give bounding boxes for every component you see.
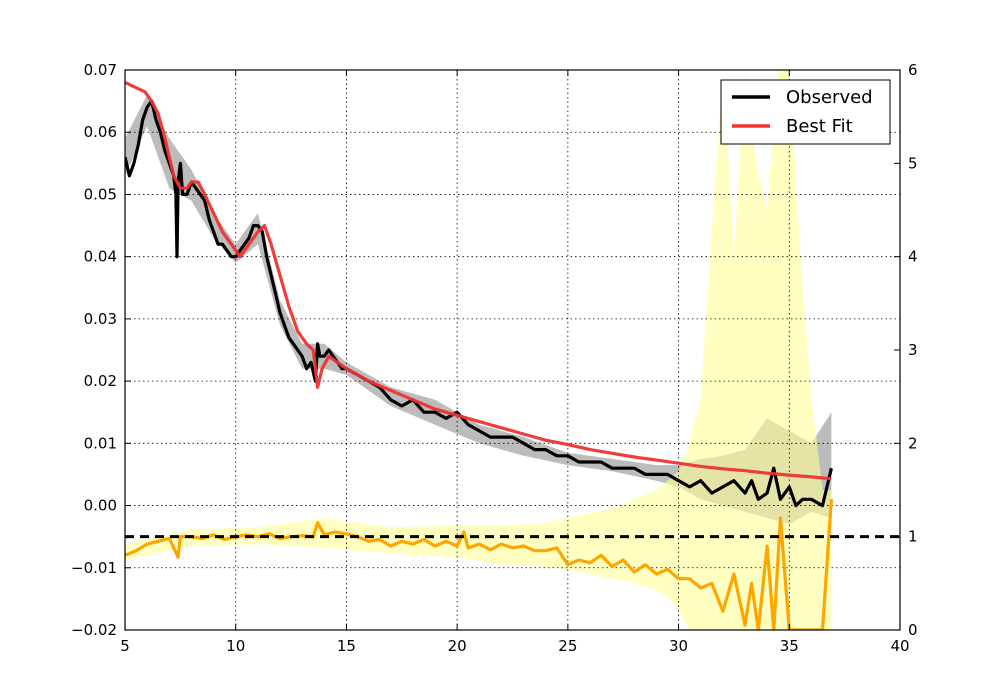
legend-box xyxy=(720,79,891,145)
x-tick-label: 30 xyxy=(669,637,688,655)
y-tick-label-right: 1 xyxy=(908,528,918,546)
observed-line xyxy=(125,99,833,508)
x-tick-label: 5 xyxy=(120,637,130,655)
x-tick-label: 35 xyxy=(780,637,799,655)
y-tick-label-left: 0.01 xyxy=(84,434,117,452)
x-tick-label: 20 xyxy=(448,637,467,655)
y-tick-label-right: 2 xyxy=(908,434,918,452)
y-tick-label-left: 0.03 xyxy=(84,310,117,328)
y-tick-label-left: 0.00 xyxy=(84,497,117,515)
x-tick-label: 10 xyxy=(226,637,245,655)
y-tick-label-left: −0.01 xyxy=(71,559,117,577)
legend-label-observed: Observed xyxy=(786,87,873,108)
x-tick-label: 40 xyxy=(890,637,909,655)
y-tick-label-left: 0.05 xyxy=(84,185,117,203)
y-tick-label-left: 0.07 xyxy=(84,61,117,79)
best-fit-line xyxy=(125,80,832,481)
y-tick-label-right: 3 xyxy=(908,341,918,359)
y-tick-label-right: 0 xyxy=(908,621,918,639)
legend-label-best-fit: Best Fit xyxy=(786,116,853,137)
x-tick-label: 15 xyxy=(337,637,356,655)
y-tick-label-right: 6 xyxy=(908,61,918,79)
y-tick-label-left: −0.02 xyxy=(71,621,117,639)
y-tick-label-left: 0.02 xyxy=(84,372,117,390)
y-tick-label-right: 4 xyxy=(908,248,918,266)
ratio-line xyxy=(125,499,833,630)
y-tick-label-left: 0.06 xyxy=(84,123,117,141)
y-tick-label-right: 5 xyxy=(908,154,918,172)
ratio-uncertainty-band xyxy=(125,70,832,630)
y-tick-label-left: 0.04 xyxy=(84,248,117,266)
legend: Observed Best Fit xyxy=(720,79,891,145)
x-tick-label: 25 xyxy=(558,637,577,655)
